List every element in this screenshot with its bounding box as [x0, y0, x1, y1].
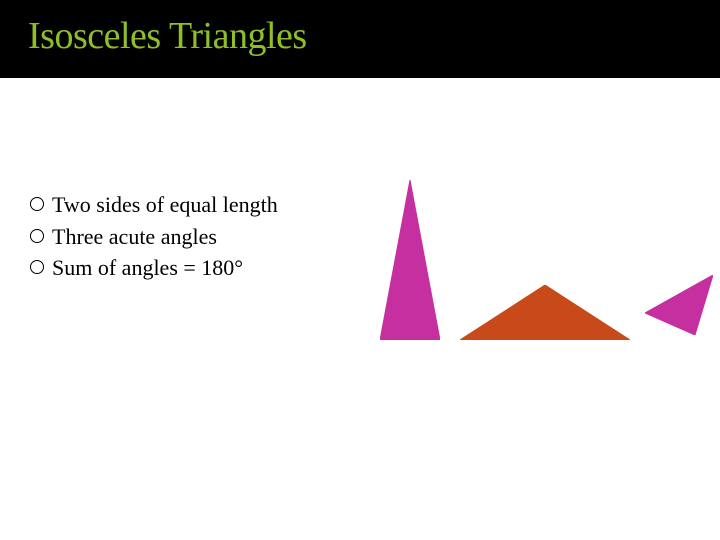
bullet-text: Two sides of equal length — [52, 190, 278, 220]
list-item: Two sides of equal length — [30, 190, 350, 220]
slide-title: Isosceles Triangles — [28, 14, 700, 58]
bullet-icon — [30, 197, 44, 211]
list-item: Sum of angles = 180° — [30, 253, 350, 283]
bullet-text: Three acute angles — [52, 222, 217, 252]
triangle-wide-icon — [460, 285, 630, 340]
triangle-rotated-icon — [645, 275, 713, 335]
list-item: Three acute angles — [30, 222, 350, 252]
triangle-tall-icon — [380, 180, 440, 340]
bullet-text: Sum of angles = 180° — [52, 253, 243, 283]
bullet-icon — [30, 260, 44, 274]
bullet-icon — [30, 229, 44, 243]
title-bar: Isosceles Triangles — [0, 0, 720, 78]
shapes-area — [380, 170, 720, 370]
bullet-list: Two sides of equal length Three acute an… — [30, 190, 350, 285]
